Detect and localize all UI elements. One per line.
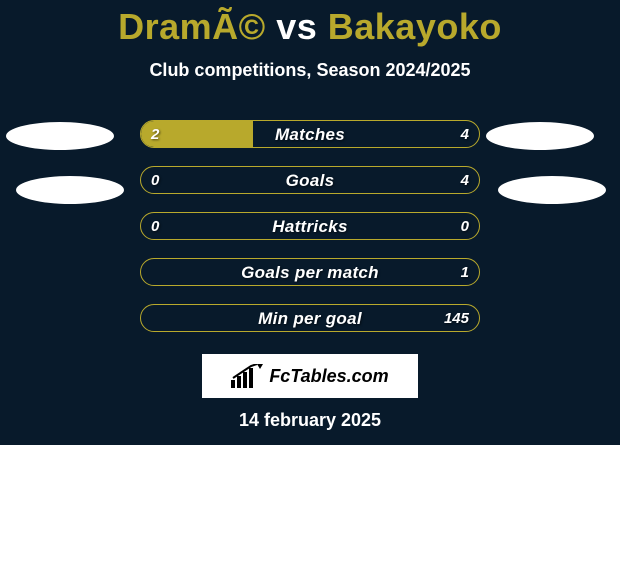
stat-bar: Hattricks0 0 <box>140 212 480 240</box>
title-vs: vs <box>276 6 317 47</box>
stat-label: Goals per match <box>141 259 479 286</box>
stat-label: Hattricks <box>141 213 479 240</box>
stat-row: Goals per match1 <box>0 258 620 304</box>
stats-bars: Matches24Goals04Hattricks00Goals per mat… <box>0 120 620 350</box>
avatar-placeholder <box>6 122 114 150</box>
stat-label: Goals <box>141 167 479 194</box>
stat-label: Min per goal <box>141 305 479 332</box>
avatar-placeholder <box>16 176 124 204</box>
stat-row: Min per goal145 <box>0 304 620 350</box>
comparison-panel: DramÃ© vs Bakayoko Club competitions, Se… <box>0 0 620 445</box>
stat-value-left: 0 <box>151 167 159 194</box>
stat-label: Matches <box>141 121 479 148</box>
stat-value-right: 4 <box>461 121 469 148</box>
player-right-name: Bakayoko <box>328 6 502 47</box>
stat-bar: Matches2 4 <box>140 120 480 148</box>
stat-bar: Goals per match1 <box>140 258 480 286</box>
player-left-name: DramÃ© <box>118 6 266 47</box>
brand-bars-icon <box>231 364 265 388</box>
stat-value-right: 0 <box>461 213 469 240</box>
stat-row: Hattricks0 0 <box>0 212 620 258</box>
stat-value-right: 4 <box>461 167 469 194</box>
subtitle: Club competitions, Season 2024/2025 <box>0 60 620 81</box>
avatar-placeholder <box>498 176 606 204</box>
stat-value-right: 145 <box>444 305 469 332</box>
stat-bar: Min per goal145 <box>140 304 480 332</box>
stat-value-left: 2 <box>151 121 159 148</box>
stat-bar: Goals0 4 <box>140 166 480 194</box>
avatar-placeholder <box>486 122 594 150</box>
stat-value-left: 0 <box>151 213 159 240</box>
stat-value-right: 1 <box>461 259 469 286</box>
brand-text: FcTables.com <box>269 366 388 387</box>
page-title: DramÃ© vs Bakayoko <box>0 0 620 48</box>
brand-box: FcTables.com <box>202 354 418 398</box>
date-text: 14 february 2025 <box>0 410 620 431</box>
